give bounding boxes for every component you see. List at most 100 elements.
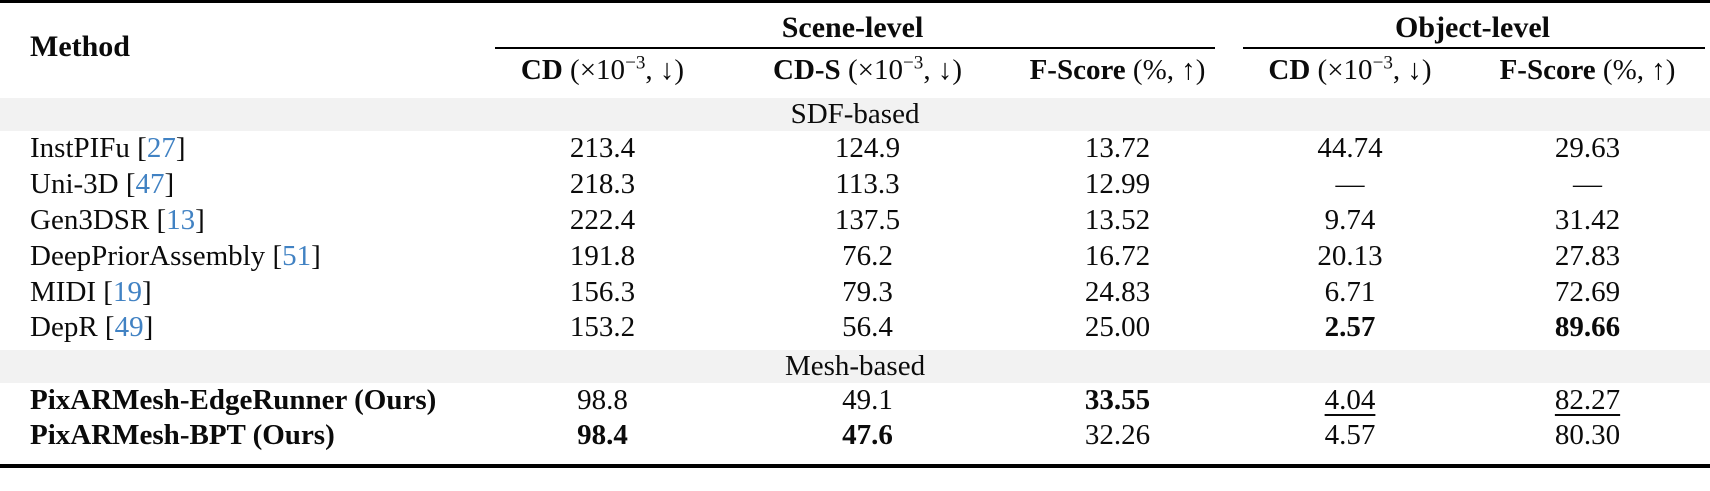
citation: 19 [96, 276, 152, 308]
column-label: CD [1268, 53, 1311, 86]
column-unit: ↑) [1651, 53, 1676, 86]
metric-cell: — [1335, 168, 1365, 200]
method-cell: DeepPriorAssembly 51 [0, 239, 470, 275]
method-column-header: Method [30, 30, 130, 64]
metric-cell: 137.5 [834, 204, 901, 236]
metric-cell: 113.3 [835, 168, 900, 200]
method-cell: MIDI 19 [0, 275, 470, 311]
table-row-pixarmesh-edgerunner: PixARMesh-EdgeRunner (Ours) 98.8 49.1 33… [0, 383, 1710, 419]
metric-cell: 25.00 [1000, 310, 1235, 348]
metric-cell: 4.04 [1324, 384, 1376, 416]
column-unit: , ↓) [645, 53, 685, 86]
method-cell: PixARMesh-BPT (Ours) [0, 419, 470, 466]
method-name: InstPIFu [30, 132, 130, 164]
metric-cell: 98.4 [577, 418, 628, 451]
citation-link[interactable]: 51 [282, 240, 312, 272]
metric-cell: 80.30 [1554, 418, 1621, 451]
metric-cell: 156.3 [569, 276, 636, 308]
citation: 27 [130, 132, 186, 164]
group-header-scene-level: Scene-level [470, 2, 1235, 49]
column-label: F-Score [1029, 53, 1126, 86]
metric-cell: 2.57 [1235, 310, 1465, 348]
method-cell: DepR 49 [0, 310, 470, 348]
citation: 47 [119, 168, 175, 200]
method-name: DepR [30, 310, 98, 343]
metric-cell: 79.3 [842, 276, 893, 308]
metric-cell: 20.13 [1317, 240, 1383, 272]
method-cell: Gen3DSR 13 [0, 203, 470, 239]
table-row-gen3dsr: Gen3DSR 13 222.4 137.5 13.52 9.74 31.42 [0, 203, 1710, 239]
column-unit-exponent: −3 [902, 51, 924, 73]
column-unit: , ↓) [923, 53, 962, 86]
method-cell: Uni-3D 47 [0, 167, 470, 203]
method-name: PixARMesh-EdgeRunner (Ours) [30, 384, 437, 416]
column-header-scene-cds: CD-S (×10−3, ↓) [735, 48, 1000, 96]
section-band-sdf-based: SDF-based [0, 91, 1710, 131]
column-unit: (×10 [562, 53, 626, 86]
results-table: Method Scene-level Object-level CD (×10−… [0, 0, 1710, 468]
group-header-object-level: Object-level [1235, 2, 1710, 49]
metric-cell: 4.57 [1324, 418, 1376, 451]
method-name: Gen3DSR [30, 204, 150, 236]
metric-cell: 218.3 [569, 168, 636, 200]
metric-cell: 56.4 [735, 310, 1000, 348]
citation: 51 [265, 240, 321, 272]
citation-link[interactable]: 49 [114, 310, 144, 343]
metric-cell: 6.71 [1324, 276, 1376, 308]
table-row-pixarmesh-bpt: PixARMesh-BPT (Ours) 98.4 47.6 32.26 4.5… [0, 419, 1710, 466]
metric-cell: 49.1 [842, 384, 893, 416]
metric-cell: 153.2 [470, 310, 735, 348]
metric-cell: 82.27 [1554, 384, 1621, 416]
metric-cell: 222.4 [569, 204, 636, 236]
column-header-scene-cd: CD (×10−3, ↓) [470, 48, 735, 96]
column-unit: ↑) [1181, 53, 1206, 86]
metric-cell: 27.83 [1554, 240, 1621, 272]
table-row-uni3d: Uni-3D 47 218.3 113.3 12.99 — — [0, 167, 1710, 203]
method-cell: InstPIFu 27 [0, 131, 470, 167]
column-header-object-cd: CD (×10−3, ↓) [1235, 48, 1465, 96]
citation-link[interactable]: 47 [135, 168, 165, 200]
metric-cell: 24.83 [1084, 276, 1151, 308]
metric-cell: 32.26 [1084, 418, 1151, 451]
column-label: F-Score [1499, 53, 1596, 86]
section-band-mesh-based: Mesh-based [0, 343, 1710, 383]
method-name: PixARMesh-BPT (Ours) [30, 418, 335, 451]
column-unit: (%, [1125, 53, 1182, 86]
column-unit: , ↓) [1392, 53, 1432, 86]
table-row-instpifu: InstPIFu 27 213.4 124.9 13.72 44.74 29.63 [0, 131, 1710, 167]
citation-link[interactable]: 19 [112, 276, 142, 308]
section-label: SDF-based [0, 91, 1710, 131]
column-header-scene-fscore: F-Score (%, ↑) [1000, 48, 1235, 96]
column-header-row: CD (×10−3, ↓) CD-S (×10−3, ↓) F-Score (%… [0, 48, 1710, 96]
column-label: CD-S [773, 53, 841, 86]
column-unit: (×10 [840, 53, 903, 86]
metric-cell: 16.72 [1084, 240, 1151, 272]
column-unit: (%, [1595, 53, 1652, 86]
column-unit: (×10 [1310, 53, 1373, 86]
metric-cell: 124.9 [834, 132, 901, 164]
citation: 13 [149, 204, 205, 236]
method-name: DeepPriorAssembly [30, 240, 266, 272]
metric-cell: 191.8 [569, 240, 636, 272]
group-header-row: Method Scene-level Object-level [0, 2, 1710, 63]
table-row-depr: DepR 49 153.2 56.4 25.00 2.57 89.66 [0, 310, 1710, 348]
column-unit-exponent: −3 [1372, 51, 1393, 73]
section-label: Mesh-based [0, 343, 1710, 383]
metric-cell: 98.8 [577, 384, 628, 416]
metric-cell: 76.2 [842, 240, 893, 272]
citation-link[interactable]: 27 [146, 132, 176, 164]
table-row-deeppriorassembly: DeepPriorAssembly 51 191.8 76.2 16.72 20.… [0, 239, 1710, 275]
metric-cell: 47.6 [842, 418, 893, 451]
metric-cell: 13.52 [1084, 204, 1151, 236]
table-row-midi: MIDI 19 156.3 79.3 24.83 6.71 72.69 [0, 275, 1710, 311]
metric-cell: — [1573, 168, 1602, 200]
metric-cell: 13.72 [1084, 132, 1151, 164]
citation: 49 [98, 311, 154, 343]
citation-link[interactable]: 13 [166, 204, 196, 236]
metric-cell: 89.66 [1465, 310, 1710, 348]
metric-cell: 29.63 [1554, 132, 1621, 164]
column-unit-exponent: −3 [625, 51, 646, 73]
column-header-object-fscore: F-Score (%, ↑) [1465, 48, 1710, 96]
metric-cell: 72.69 [1554, 276, 1621, 308]
method-cell: PixARMesh-EdgeRunner (Ours) [0, 383, 470, 419]
